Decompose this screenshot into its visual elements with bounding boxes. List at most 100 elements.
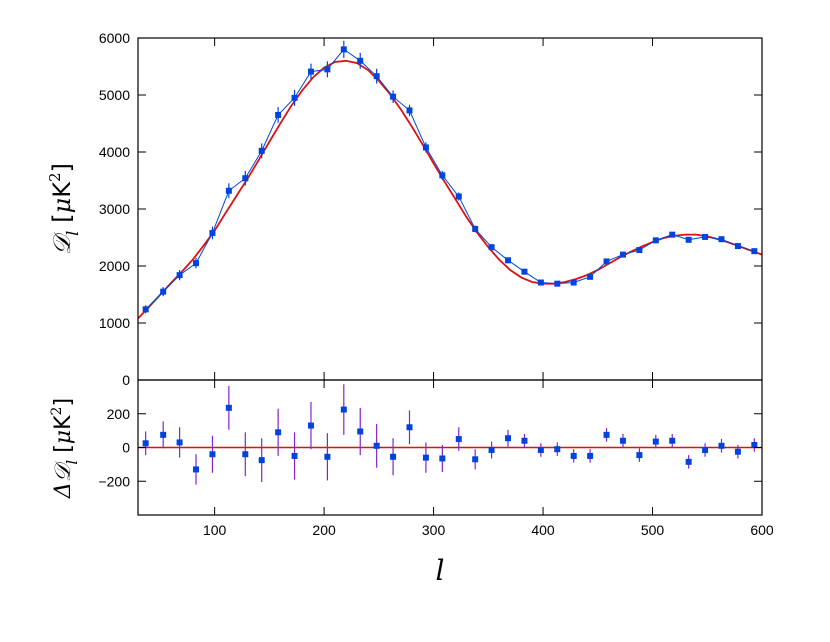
top-data-point — [636, 247, 643, 254]
top-data-point — [619, 251, 626, 258]
bottom-data-point — [307, 422, 314, 429]
top-y-tick-label: 1000 — [99, 315, 130, 331]
top-data-point — [307, 68, 314, 75]
x-tick-label: 100 — [203, 522, 227, 538]
bottom-data-point — [718, 442, 725, 449]
top-data-point — [669, 231, 676, 238]
bottom-data-point — [734, 448, 741, 455]
top-y-tick-label: 6000 — [99, 30, 130, 46]
bottom-data-point — [291, 452, 298, 459]
bottom-data-point — [373, 442, 380, 449]
bottom-data-point — [390, 453, 397, 460]
top-data-point — [340, 46, 347, 53]
top-data-point — [176, 272, 183, 279]
bottom-y-tick-label: 0 — [122, 440, 130, 456]
bottom-data-point — [751, 441, 758, 448]
top-data-point — [455, 193, 462, 200]
top-data-point — [537, 279, 544, 286]
bottom-data-point — [209, 451, 216, 458]
top-y-tick-label: 4000 — [99, 144, 130, 160]
bottom-data-point — [537, 447, 544, 454]
top-data-point — [751, 248, 758, 255]
top-data-point — [603, 258, 610, 265]
top-data-point — [193, 260, 200, 267]
bottom-data-point — [587, 452, 594, 459]
bottom-data-point — [258, 457, 265, 464]
bottom-data-point — [422, 454, 429, 461]
top-data-point — [570, 279, 577, 286]
top-data-point — [554, 280, 561, 287]
bottom-data-point — [160, 431, 167, 438]
bottom-data-point — [275, 429, 282, 436]
top-data-point — [357, 57, 364, 64]
bottom-data-point — [357, 428, 364, 435]
top-y-tick-label: 3000 — [99, 201, 130, 217]
top-panel: 0 1000 2000 3000 4000 5000 6000 𝒟l[μK2] — [46, 30, 763, 388]
top-data-point — [652, 237, 659, 244]
top-data-point — [587, 273, 594, 280]
top-data-line — [145, 48, 755, 310]
bottom-data-point — [142, 440, 149, 447]
bottom-data-point — [455, 436, 462, 443]
bottom-data-point — [685, 458, 692, 465]
bottom-data-point — [619, 437, 626, 444]
top-data-point — [422, 144, 429, 151]
bottom-y-tick-label: −200 — [98, 473, 130, 489]
top-data-point — [505, 257, 512, 264]
bottom-panel: −200 0 200 100 200 300 400 500 600 Δ𝒟l[μK2] l — [49, 379, 774, 587]
bottom-data-point — [603, 431, 610, 438]
bottom-data-point — [636, 452, 643, 459]
x-tick-label: 200 — [312, 522, 336, 538]
top-data-point — [142, 306, 149, 313]
top-data-point — [488, 244, 495, 251]
top-data-point — [472, 225, 479, 232]
top-plot-frame — [137, 37, 763, 381]
top-data-layer — [142, 40, 758, 314]
bottom-data-point — [340, 406, 347, 413]
bottom-data-point — [521, 437, 528, 444]
top-data-point — [685, 236, 692, 243]
top-data-point — [702, 233, 709, 240]
top-data-point — [242, 175, 249, 182]
bottom-data-point — [406, 424, 413, 431]
top-data-point — [439, 172, 446, 179]
top-data-point — [160, 288, 167, 295]
bottom-data-point — [669, 437, 676, 444]
x-tick-label: 400 — [531, 522, 555, 538]
top-data-point — [521, 268, 528, 275]
bottom-data-point — [702, 447, 709, 454]
top-data-point — [718, 236, 725, 243]
bottom-data-point — [554, 446, 561, 453]
bottom-data-point — [570, 452, 577, 459]
x-tick-label: 600 — [750, 522, 774, 538]
x-tick-label: 300 — [422, 522, 446, 538]
top-y-tick-label: 5000 — [99, 87, 130, 103]
bottom-data-point — [439, 455, 446, 462]
top-data-point — [734, 243, 741, 250]
bottom-axis-layer: −200 0 200 100 200 300 400 500 600 — [98, 380, 774, 538]
bottom-data-point — [652, 438, 659, 445]
bottom-data-point — [193, 466, 200, 473]
bottom-plot-frame — [137, 379, 763, 516]
top-data-point — [324, 66, 331, 73]
top-data-point — [258, 147, 265, 154]
bottom-data-point — [488, 447, 495, 454]
top-data-point — [373, 73, 380, 80]
top-data-point — [209, 229, 216, 236]
bottom-data-point — [324, 453, 331, 460]
bottom-data-point — [242, 451, 249, 458]
top-y-axis-label: 𝒟l[μK2] — [46, 163, 82, 255]
top-axis-layer: 0 1000 2000 3000 4000 5000 6000 — [99, 30, 763, 388]
x-axis-label: l — [436, 554, 445, 587]
top-data-point — [291, 94, 298, 101]
bottom-data-point — [505, 435, 512, 442]
bottom-data-point — [225, 404, 232, 411]
bottom-y-axis-label: Δ𝒟l[μK2] — [49, 398, 81, 499]
bottom-data-point — [472, 456, 479, 463]
top-y-tick-label: 0 — [122, 372, 130, 388]
bottom-data-layer — [142, 384, 758, 485]
top-data-point — [275, 111, 282, 118]
bottom-y-tick-label: 200 — [107, 406, 131, 422]
x-tick-label: 500 — [641, 522, 665, 538]
